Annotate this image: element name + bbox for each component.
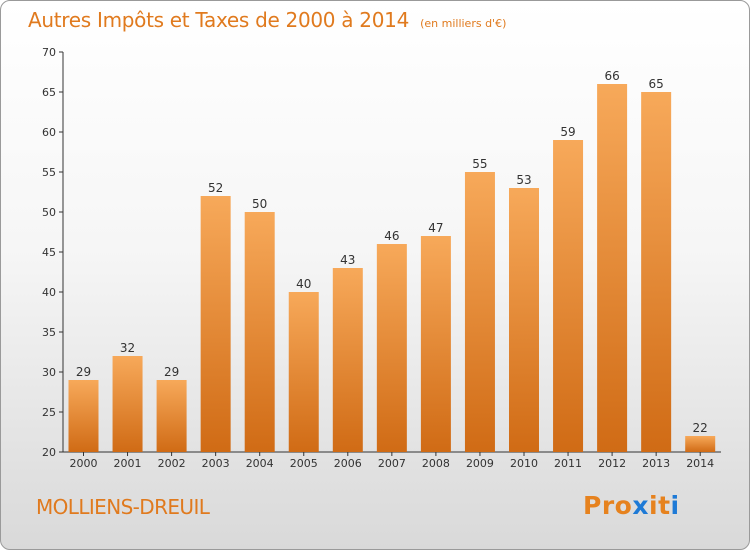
x-tick-label: 2012 [598,457,626,470]
x-tick-label: 2010 [510,457,538,470]
bar-2003 [200,196,231,452]
bar-2013 [641,92,672,452]
bar-2000 [68,380,99,452]
value-label: 52 [208,181,223,195]
chart-title-block: Autres Impôts et Taxes de 2000 à 2014 (e… [28,8,506,32]
y-tick-label: 25 [42,406,56,419]
x-tick-label: 2003 [202,457,230,470]
bar-2006 [332,268,363,452]
value-label: 22 [693,421,708,435]
value-label: 53 [516,173,531,187]
bar-2014 [685,436,716,452]
x-tick-label: 2001 [114,457,142,470]
x-tick-label: 2014 [686,457,714,470]
bar-2010 [509,188,539,452]
logo-letter: r [601,491,615,520]
x-tick-label: 2006 [334,457,362,470]
value-label: 32 [120,341,135,355]
value-label: 29 [164,365,179,379]
y-tick-label: 65 [42,86,56,99]
value-label: 65 [649,77,664,91]
y-tick-label: 45 [42,246,56,259]
logo-letter: i [670,491,680,520]
bar-2004 [244,212,275,452]
x-tick-label: 2007 [378,457,406,470]
y-tick-label: 55 [42,166,56,179]
y-tick-label: 40 [42,286,56,299]
bar-2007 [376,244,407,452]
x-tick-label: 2005 [290,457,318,470]
proxiti-logo[interactable]: Proxiti [583,491,680,520]
y-tick-label: 50 [42,206,56,219]
logo-letter: t [658,491,671,520]
logo-letter: P [583,491,602,520]
bar-2002 [156,380,187,452]
value-label: 43 [340,253,355,267]
x-axis: 2000 2001 2002 2003 2004 2005 2006 2007 2008 2009… [63,451,721,470]
y-tick-label: 30 [42,366,56,379]
value-label: 66 [604,69,619,83]
x-tick-label: 2008 [422,457,450,470]
value-label: 40 [296,277,311,291]
x-tick-label: 2013 [642,457,670,470]
y-tick-label: 70 [42,46,56,59]
chart-title: Autres Impôts et Taxes de 2000 à 2014 [28,8,409,32]
bar-2005 [288,292,319,452]
value-label: 46 [384,229,399,243]
y-tick-label: 35 [42,326,56,339]
bar-2011 [553,140,584,452]
x-tick-label: 2009 [466,457,494,470]
commune-name: MOLLIENS-DREUIL [36,495,210,519]
value-label: 47 [428,221,443,235]
x-tick-label: 2002 [158,457,186,470]
logo-letter: o [614,491,633,520]
x-tick-label: 2000 [70,457,98,470]
bar-2012 [597,84,628,452]
logo-letter: x [632,491,649,520]
bar-2008 [420,236,451,452]
chart-unit: (en milliers d'€) [420,17,507,30]
value-label: 50 [252,197,267,211]
x-tick-label: 2011 [554,457,582,470]
logo-letter: i [649,491,659,520]
bar-2001 [112,356,143,452]
bar-series: 29 32 29 52 50 40 43 46 47 55 53 59 66 65 22 [68,69,716,452]
bar-2009 [464,172,495,452]
y-tick-label: 20 [42,446,56,459]
y-axis: 20 25 30 35 40 45 50 55 60 65 70 [42,46,64,459]
value-label: 55 [472,157,487,171]
value-label: 59 [560,125,575,139]
y-tick-label: 60 [42,126,56,139]
value-label: 29 [76,365,91,379]
x-tick-label: 2004 [246,457,274,470]
